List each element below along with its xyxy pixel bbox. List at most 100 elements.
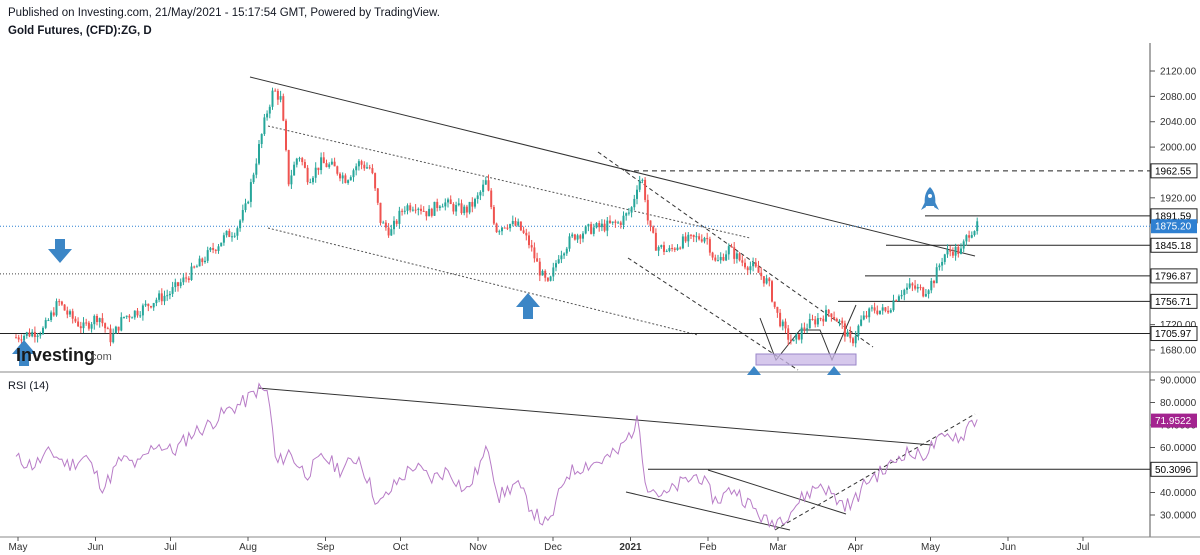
candle-body (236, 228, 239, 236)
rsi-current-label: 71.9522 (1155, 416, 1192, 427)
candle-body (171, 287, 174, 294)
candle-body (571, 234, 574, 237)
candle-body (717, 260, 719, 262)
candle-body (158, 293, 161, 300)
candle-body (495, 223, 498, 233)
candle-body (808, 319, 811, 329)
candle-body (584, 226, 587, 234)
channel-lower-dotted (267, 227, 699, 336)
candle-body (900, 294, 903, 297)
candle-body (168, 293, 171, 296)
candle-body (298, 158, 301, 160)
candle-body (314, 167, 317, 178)
candle-body (841, 320, 844, 324)
candle-body (295, 158, 298, 165)
candle-body (166, 295, 169, 297)
candle-body (247, 201, 250, 204)
candle-body (406, 205, 409, 211)
candle-body (568, 236, 571, 249)
candle-body (544, 270, 547, 278)
candle-body (781, 321, 784, 327)
candle-body (150, 306, 152, 308)
candle-body (903, 289, 906, 295)
candle-body (368, 167, 371, 169)
candle-body (360, 161, 363, 165)
candle-body (636, 189, 638, 199)
candle-body (633, 198, 636, 208)
candle-body (312, 177, 314, 183)
channel-upper-dotted (267, 125, 751, 239)
candle-body (914, 285, 917, 289)
candle-body (147, 303, 150, 307)
candle-body (417, 208, 420, 210)
rsi-axis: 30.000040.000050.000060.000070.000080.00… (1150, 376, 1197, 522)
candle-body (560, 255, 563, 260)
candle-body (679, 247, 682, 249)
candle-body (962, 241, 965, 249)
candle-body (317, 167, 320, 171)
price-level-label: 1705.97 (1155, 329, 1192, 340)
arrow-up-icon (12, 340, 36, 366)
time-tick-label: Aug (239, 542, 257, 553)
candle-body (58, 301, 61, 303)
candle-body (684, 236, 687, 242)
candle-body (490, 190, 493, 208)
rsi-series (15, 382, 978, 531)
candle-body (622, 215, 625, 225)
candle-body (789, 339, 792, 342)
candle-body (266, 113, 269, 118)
time-tick-label: May (921, 542, 940, 553)
candle-body (63, 304, 66, 311)
candle-body (719, 256, 722, 261)
candle-body (420, 208, 422, 211)
logo-brand: Investing (16, 345, 95, 365)
candle-body (233, 235, 236, 237)
candle-body (611, 221, 614, 223)
candle-body (649, 220, 652, 227)
candle-body (884, 307, 887, 311)
candle-body (522, 230, 525, 233)
candle-body (28, 332, 31, 337)
rsi-tick-label: 60.0000 (1160, 443, 1197, 454)
channel-top-dashed (597, 151, 874, 348)
candle-body (198, 258, 201, 267)
candle-body (908, 283, 911, 288)
candle-body (906, 287, 908, 290)
candle-body (976, 221, 979, 232)
candle-body (382, 222, 385, 224)
candle-body (476, 195, 479, 199)
candle-body (465, 206, 468, 213)
candle-body (730, 246, 733, 248)
candle-body (835, 318, 838, 322)
candle-body (881, 307, 884, 311)
candle-body (252, 174, 255, 183)
candle-body (441, 206, 444, 208)
candle-body (876, 310, 879, 314)
time-axis: May Jun Jul Aug Sep Oct Nov Dec 2021 Feb Mar Apr May… (9, 537, 1089, 553)
candle-body (873, 307, 876, 311)
candle-body (71, 311, 74, 319)
candle-body (517, 221, 520, 226)
candle-body (120, 317, 123, 331)
candle-body (190, 266, 193, 280)
candle-body (673, 248, 676, 250)
candle-body (320, 157, 323, 171)
candle-body (968, 235, 971, 238)
candle-body (933, 280, 935, 284)
candle-body (152, 303, 155, 308)
symbol-title: Gold Futures, (CFD):ZG, D (8, 25, 152, 37)
candle-body (652, 226, 655, 233)
rsi-tick-label: 40.0000 (1160, 488, 1197, 499)
candle-body (665, 250, 668, 252)
candle-body (425, 211, 428, 217)
price-level-label-bg (1150, 326, 1198, 342)
candle-body (798, 334, 800, 340)
candle-body (333, 161, 336, 167)
price-tick-label: 2080.00 (1160, 92, 1197, 103)
current-price-label-bg (1151, 219, 1197, 234)
candle-body (795, 334, 798, 340)
support-zone-box (755, 353, 857, 366)
candle-body (139, 315, 142, 317)
candle-body (60, 301, 63, 305)
